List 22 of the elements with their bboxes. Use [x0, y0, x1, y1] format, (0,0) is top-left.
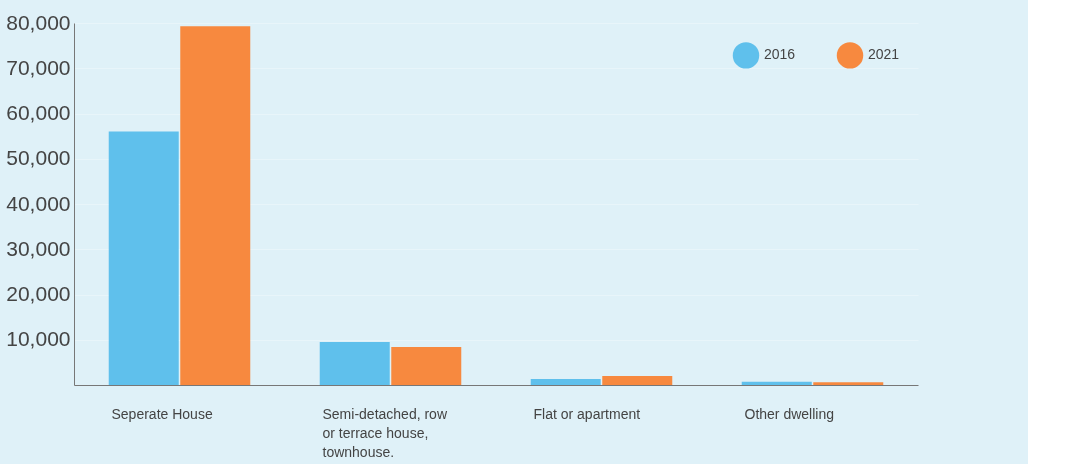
legend-label: 2021 — [868, 46, 900, 63]
bar — [319, 342, 390, 385]
bar — [108, 131, 179, 385]
y-tick-label: 60,000 — [6, 101, 71, 124]
bar — [741, 381, 812, 385]
y-tick-label: 70,000 — [6, 55, 71, 79]
bar — [530, 379, 601, 385]
x-tick-label: Seperate House — [111, 405, 213, 422]
y-tick-label: 30,000 — [6, 236, 71, 260]
y-tick-label: 20,000 — [6, 282, 71, 305]
x-tick-label: Other dwelling — [744, 405, 834, 422]
legend-label: 2016 — [764, 46, 796, 63]
bar — [391, 346, 462, 385]
y-tick-label: 10,000 — [6, 327, 71, 351]
x-tick-label: Flat or apartment — [533, 405, 641, 422]
bar — [813, 382, 884, 385]
bar — [180, 26, 251, 385]
x-tick-label: Semi-detached, row or terrace house, townhouse. — [322, 405, 448, 460]
bar — [602, 375, 673, 385]
y-tick-label: 80,000 — [6, 10, 71, 34]
y-tick-label: 50,000 — [6, 146, 71, 170]
y-tick-label: 40,000 — [6, 191, 71, 215]
